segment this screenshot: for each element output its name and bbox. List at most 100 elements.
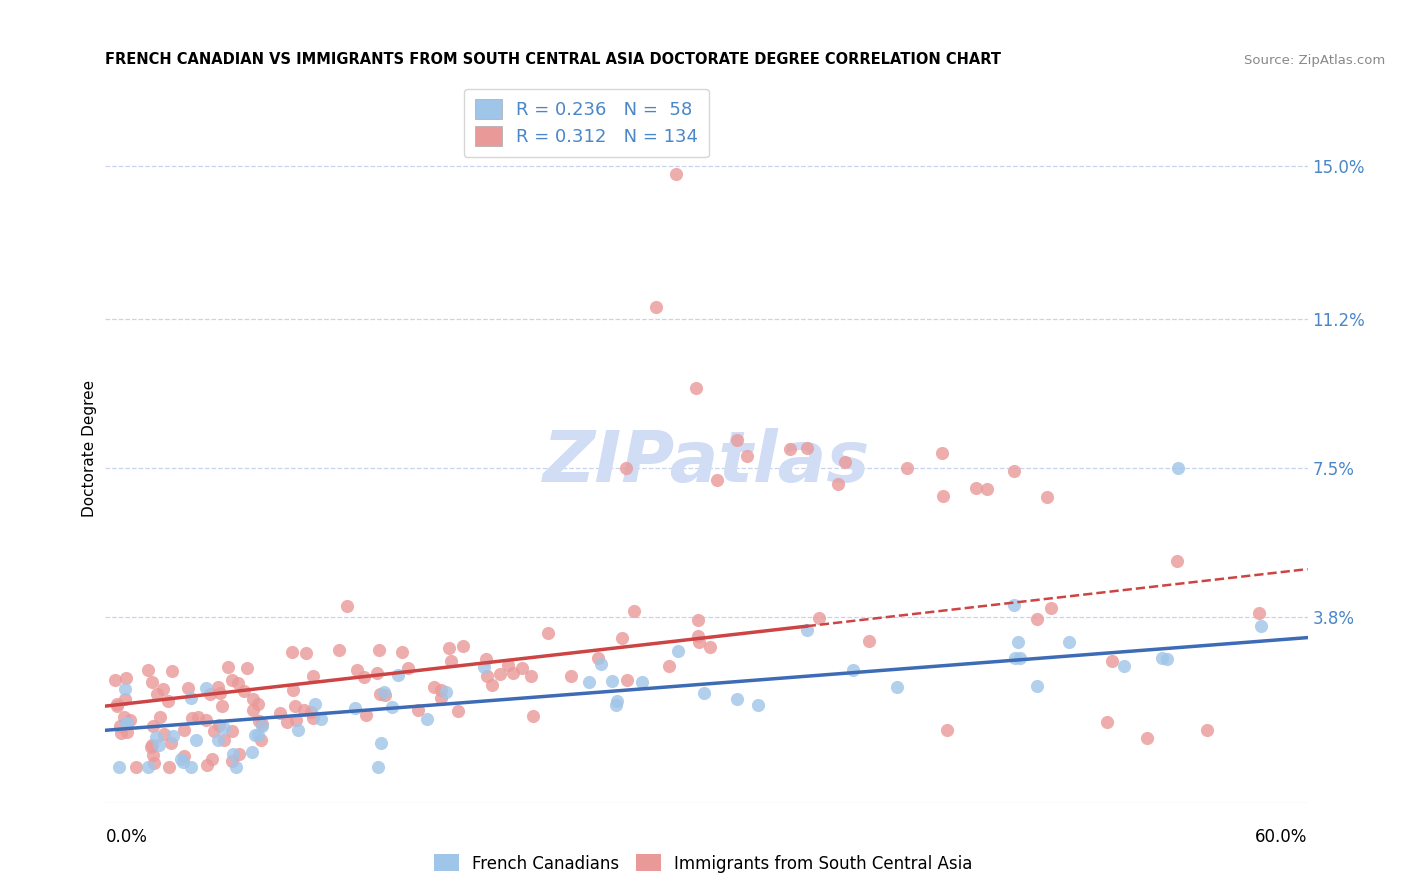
Point	[834, 455, 856, 469]
Y-axis label: Doctorate Degree: Doctorate Degree	[82, 380, 97, 516]
Point	[374, 688, 396, 702]
Point	[173, 723, 195, 737]
Point	[976, 482, 998, 496]
Point	[245, 728, 267, 742]
Point	[212, 721, 235, 735]
Point	[201, 752, 224, 766]
Point	[148, 738, 170, 752]
Point	[187, 709, 209, 723]
Point	[162, 664, 184, 678]
Point	[370, 736, 392, 750]
Point	[207, 681, 229, 695]
Point	[537, 626, 560, 640]
Point	[145, 730, 167, 744]
Point	[1002, 464, 1025, 478]
Point	[221, 747, 243, 762]
Point	[796, 442, 818, 456]
Point	[172, 755, 194, 769]
Point	[110, 719, 132, 733]
Point	[631, 674, 654, 689]
Point	[146, 687, 169, 701]
Point	[242, 691, 264, 706]
Point	[142, 719, 165, 733]
Point	[931, 446, 953, 460]
Point	[1004, 650, 1026, 665]
Point	[1010, 650, 1032, 665]
Point	[115, 715, 138, 730]
Point	[1250, 618, 1272, 632]
Point	[195, 713, 218, 727]
Point	[489, 667, 512, 681]
Point	[1057, 634, 1080, 648]
Point	[149, 710, 172, 724]
Point	[1002, 598, 1025, 612]
Point	[423, 681, 446, 695]
Point	[932, 489, 955, 503]
Text: 0.0%: 0.0%	[105, 828, 148, 846]
Point	[208, 686, 231, 700]
Point	[212, 733, 235, 747]
Point	[1197, 723, 1219, 738]
Point	[114, 681, 136, 696]
Point	[415, 712, 437, 726]
Point	[225, 759, 247, 773]
Point	[1247, 606, 1270, 620]
Point	[522, 709, 544, 723]
Point	[368, 687, 391, 701]
Point	[430, 690, 453, 705]
Point	[1036, 490, 1059, 504]
Point	[472, 660, 495, 674]
Point	[686, 629, 709, 643]
Point	[725, 691, 748, 706]
Point	[447, 704, 470, 718]
Point	[396, 661, 419, 675]
Legend: French Canadians, Immigrants from South Central Asia: French Canadians, Immigrants from South …	[427, 847, 979, 880]
Point	[110, 726, 132, 740]
Point	[112, 710, 135, 724]
Point	[233, 683, 256, 698]
Point	[735, 449, 758, 463]
Point	[623, 604, 645, 618]
Point	[250, 717, 273, 731]
Point	[616, 461, 638, 475]
Point	[1166, 553, 1188, 567]
Point	[136, 759, 159, 773]
Point	[1167, 461, 1189, 475]
Point	[606, 694, 628, 708]
Point	[429, 682, 451, 697]
Point	[616, 673, 638, 687]
Point	[143, 756, 166, 771]
Point	[180, 759, 202, 773]
Point	[747, 698, 769, 713]
Point	[498, 658, 520, 673]
Point	[706, 474, 728, 488]
Point	[141, 738, 163, 752]
Point	[240, 745, 263, 759]
Point	[247, 698, 270, 712]
Point	[114, 691, 136, 706]
Point	[936, 723, 959, 738]
Point	[180, 691, 202, 706]
Point	[281, 683, 304, 698]
Point	[502, 666, 524, 681]
Point	[211, 698, 233, 713]
Point	[217, 660, 239, 674]
Point	[1025, 679, 1047, 693]
Point	[373, 685, 395, 699]
Point	[173, 749, 195, 764]
Point	[779, 442, 801, 456]
Legend: R = 0.236   N =  58, R = 0.312   N = 134: R = 0.236 N = 58, R = 0.312 N = 134	[464, 88, 709, 157]
Point	[328, 642, 350, 657]
Point	[247, 728, 270, 742]
Point	[299, 705, 322, 719]
Point	[247, 714, 270, 728]
Point	[434, 684, 457, 698]
Point	[437, 641, 460, 656]
Point	[827, 476, 849, 491]
Point	[367, 759, 389, 773]
Point	[807, 611, 830, 625]
Point	[451, 639, 474, 653]
Point	[520, 668, 543, 682]
Text: ZIPatlas: ZIPatlas	[543, 428, 870, 497]
Point	[578, 675, 600, 690]
